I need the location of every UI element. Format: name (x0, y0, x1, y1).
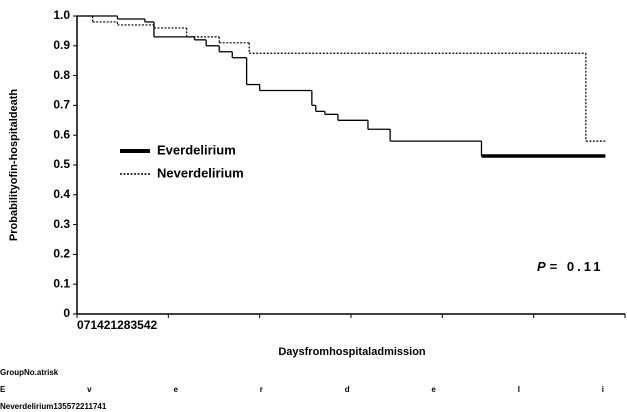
x-tick-label: 0 (77, 318, 84, 332)
y-tick-label: 0 (63, 306, 70, 320)
x-tick-label: 42 (144, 318, 158, 332)
p-symbol: P (537, 259, 546, 274)
legend-label: Everdelirium (157, 142, 236, 157)
risk-header: GroupNo.atrisk (0, 368, 59, 377)
y-tick-label: 0.5 (53, 157, 70, 171)
p-text: = 0.11 (550, 259, 604, 274)
legend-label: Neverdelirium (157, 165, 244, 180)
p-value: P = 0.11 (537, 259, 603, 274)
y-axis-title: Probabilityofin-hospitaldeath (8, 89, 20, 241)
x-axis-title: Daysfromhospitaladmission (278, 346, 426, 358)
x-tick-label: 28 (117, 318, 131, 332)
y-tick-label: 0.4 (53, 187, 70, 201)
y-tick-label: 0.1 (53, 276, 70, 290)
y-tick-label: 0.3 (53, 217, 70, 231)
x-tick-label: 21 (104, 318, 118, 332)
x-tick-label: 14 (90, 318, 104, 332)
y-tick-label: 0.6 (53, 127, 70, 141)
x-tick-label: 7 (84, 318, 91, 332)
risk-row: Everdeli (0, 385, 604, 394)
risk-row: Neverdelirium135572211741 (0, 402, 107, 411)
x-tick-label: 35 (130, 318, 144, 332)
y-tick-label: 0.9 (53, 38, 70, 52)
y-tick-label: 0.2 (53, 247, 70, 261)
y-tick-label: 0.8 (53, 68, 70, 82)
y-tick-label: 0.7 (53, 98, 70, 112)
y-tick-label: 1.0 (53, 8, 70, 22)
